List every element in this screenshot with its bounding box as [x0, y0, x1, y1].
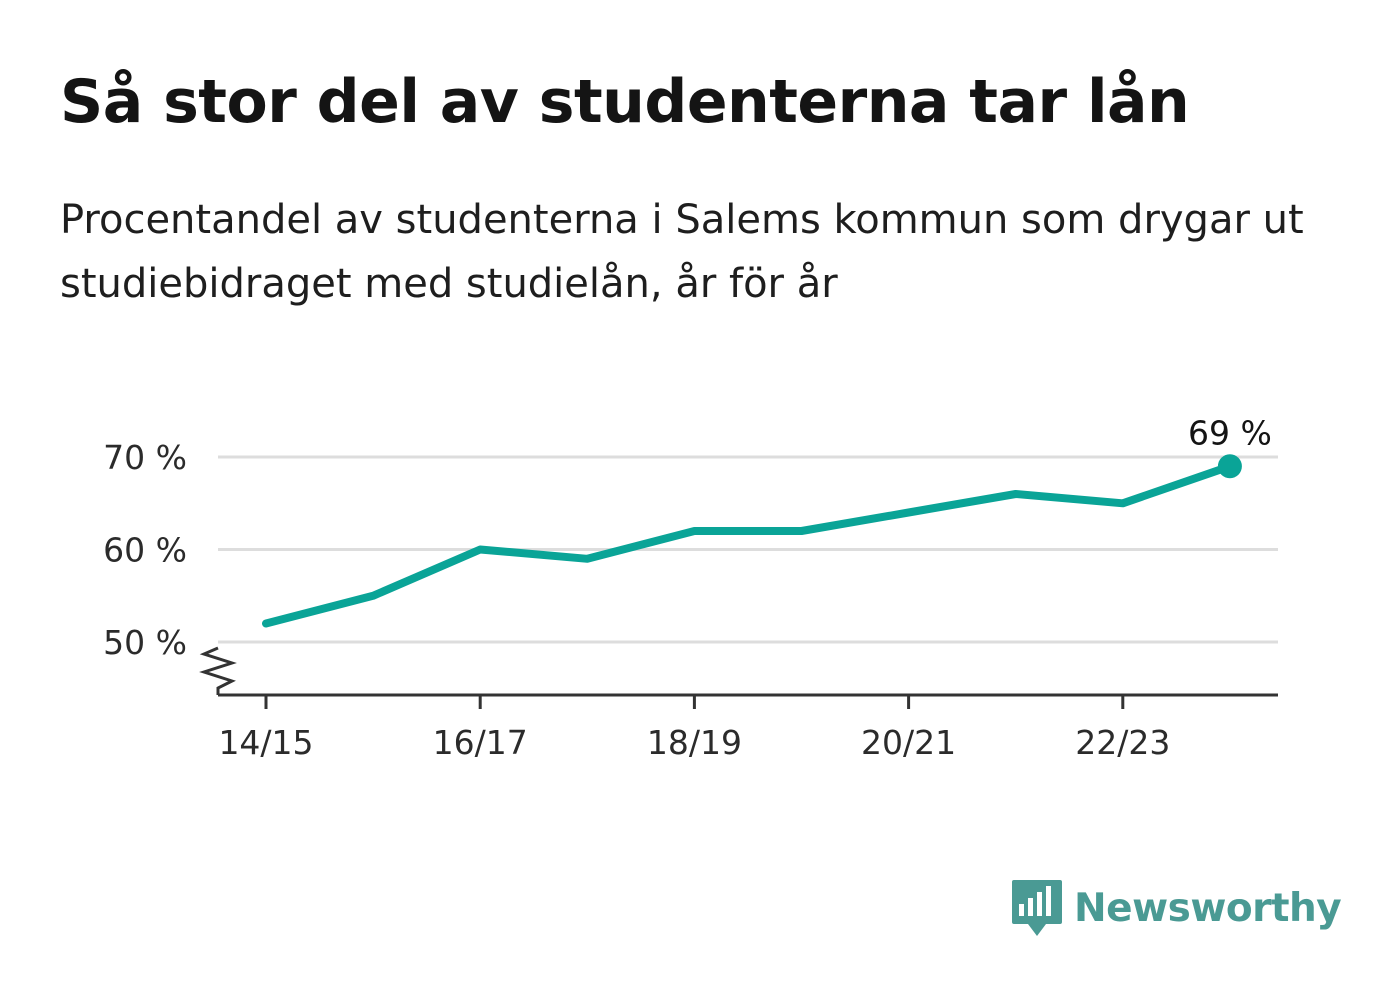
last-point-marker: [1217, 454, 1242, 479]
x-tick-label: 16/17: [433, 723, 528, 762]
x-tick-label: 14/15: [218, 723, 313, 762]
y-tick-label: 70 %: [103, 438, 187, 477]
x-tick-label: 20/21: [861, 723, 956, 762]
x-tick-label: 18/19: [647, 723, 742, 762]
last-value-label: 69 %: [1188, 413, 1272, 452]
x-axis-ticks: 14/15 16/17 18/19 20/21 22/23: [218, 695, 1170, 762]
brand-logo: Newsworthy: [1010, 878, 1342, 938]
y-tick-label: 60 %: [103, 531, 187, 570]
newsworthy-logo-icon: [1012, 880, 1062, 936]
y-axis-tick-labels: 50 % 60 % 70 %: [103, 438, 187, 662]
gridlines: [218, 455, 1278, 644]
chart-title: Så stor del av studenterna tar lån: [60, 67, 1190, 137]
x-axis: [199, 646, 1278, 697]
series: [262, 462, 1234, 628]
x-tick-label: 22/23: [1075, 723, 1170, 762]
annotations: 69 %: [1188, 413, 1272, 479]
chart-subtitle: Procentandel av studenterna i Salems kom…: [60, 197, 1304, 307]
brand-name: Newsworthy: [1074, 885, 1342, 931]
axis-break-marker: [199, 646, 237, 695]
series-line: [262, 462, 1234, 628]
y-tick-label: 50 %: [103, 623, 187, 662]
